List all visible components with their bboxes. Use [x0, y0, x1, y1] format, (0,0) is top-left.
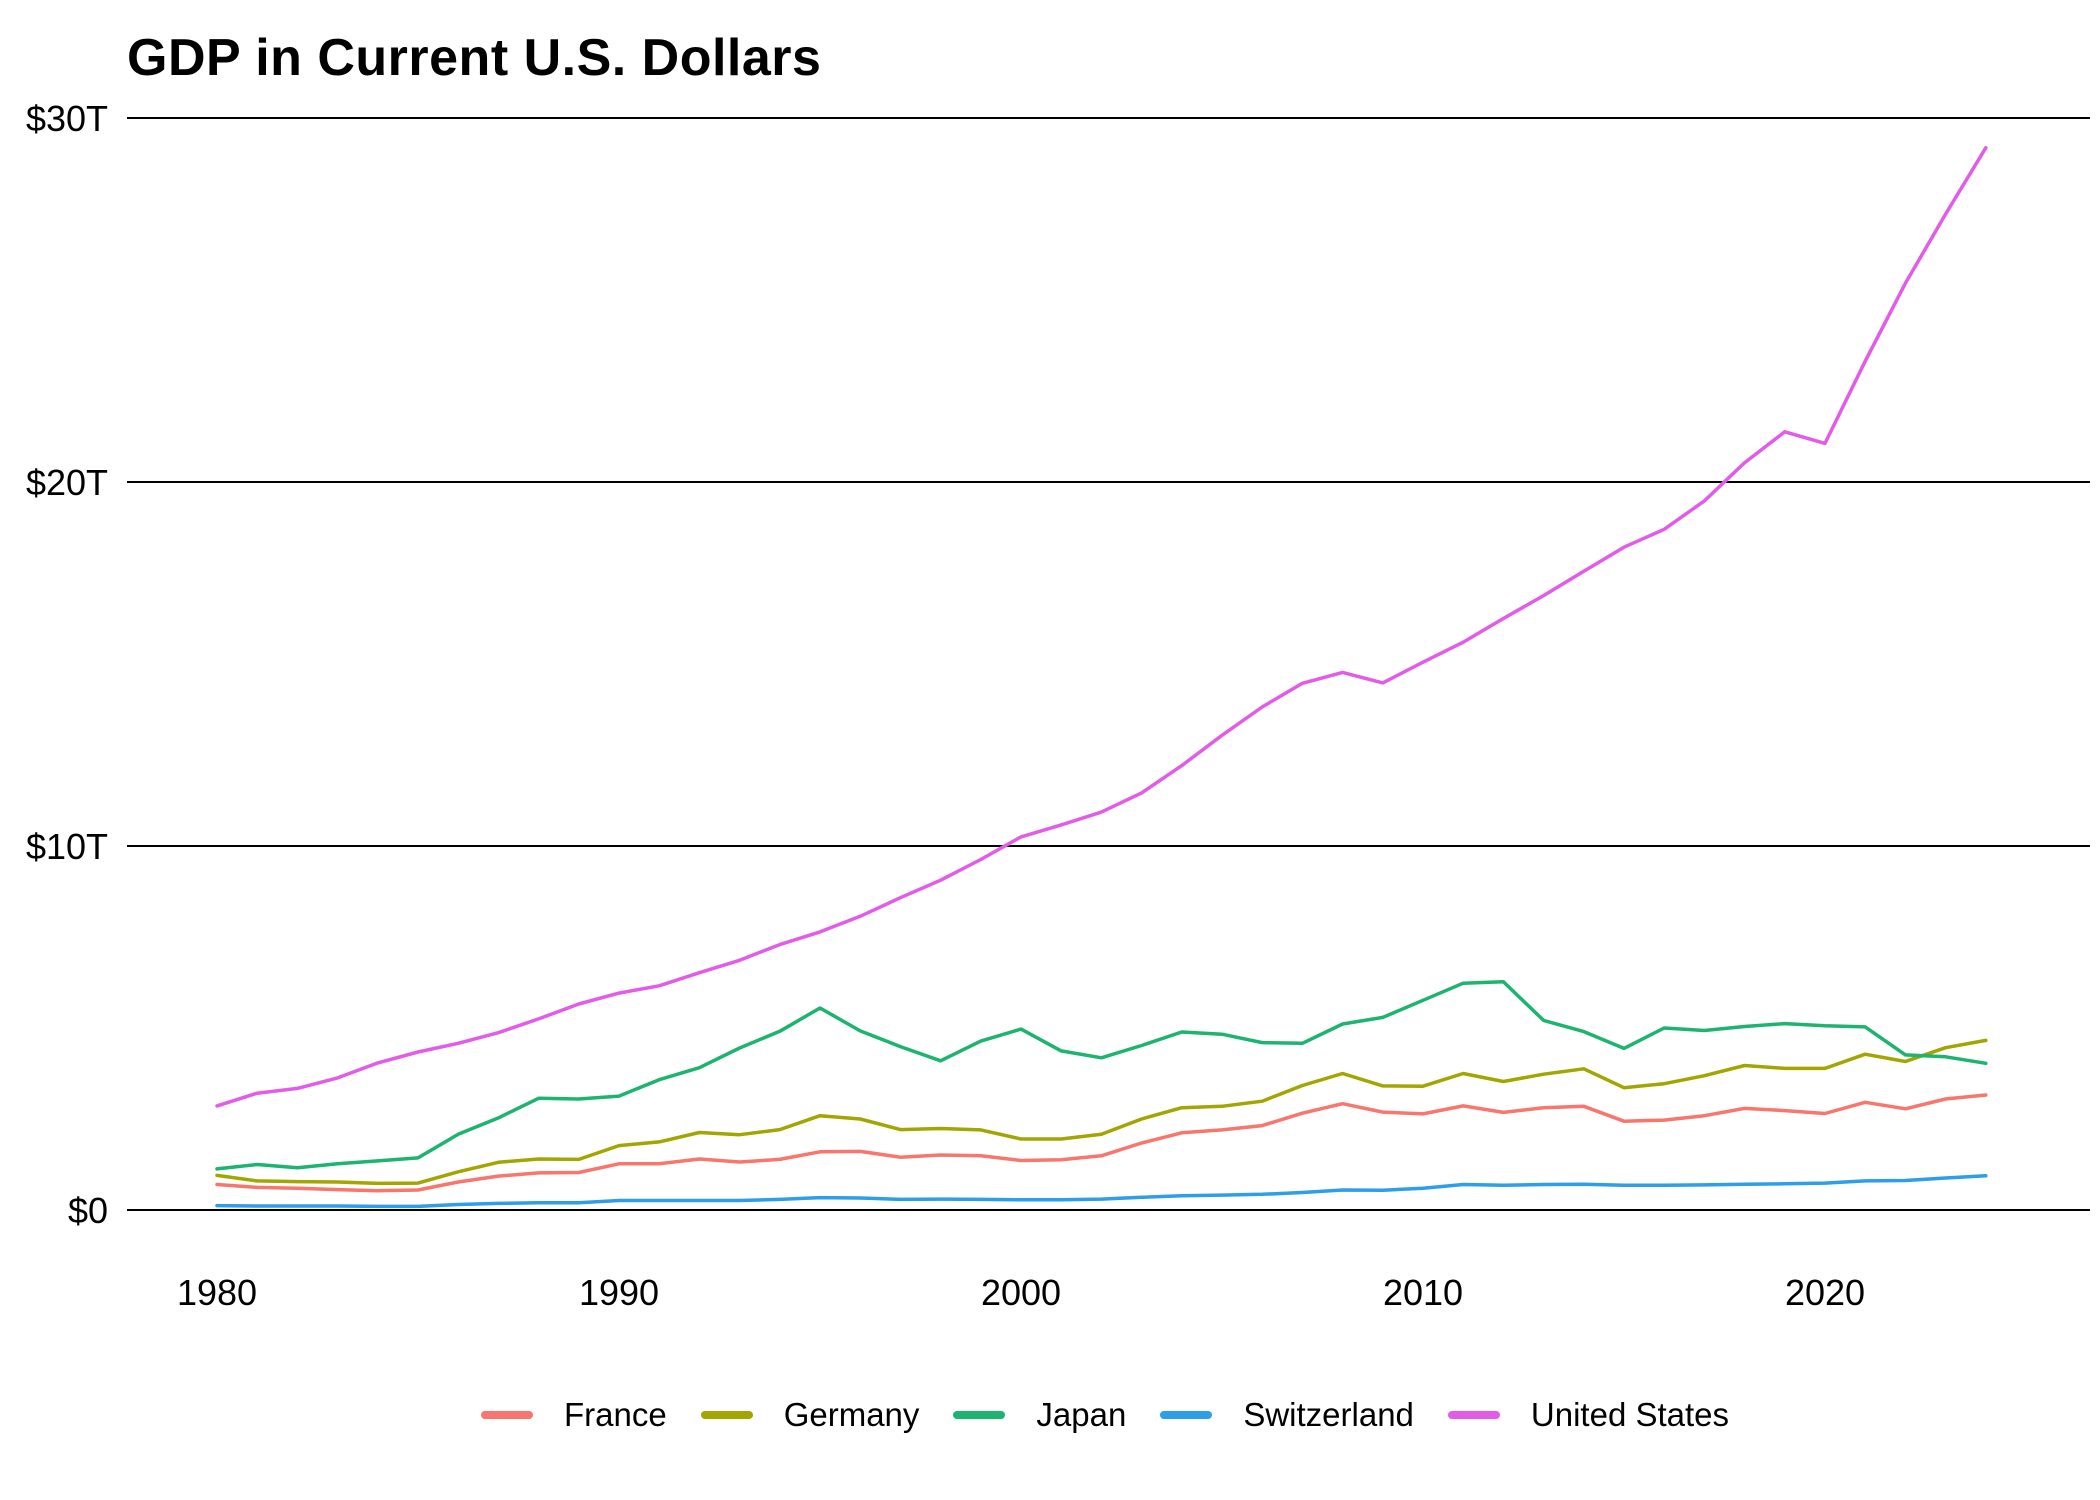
- legend-swatch-united-states: [1447, 1411, 1500, 1419]
- x-tick-label-2010: 2010: [1383, 1272, 1463, 1313]
- y-tick-label-20: $20T: [26, 462, 108, 503]
- y-tick-label-0: $0: [68, 1190, 108, 1231]
- x-tick-label-2000: 2000: [981, 1272, 1061, 1313]
- legend-label-japan: Japan: [1036, 1396, 1127, 1433]
- legend: France Germany Japan Switzerland United …: [0, 1396, 2100, 1434]
- series-line-germany: [215, 1038, 1988, 1186]
- x-tick-label-2020: 2020: [1785, 1272, 1865, 1313]
- chart-title: GDP in Current U.S. Dollars: [127, 29, 822, 87]
- legend-item-germany: Germany: [700, 1396, 920, 1434]
- legend-label-united-states: United States: [1530, 1396, 1730, 1433]
- y-tick-label-10: $10T: [26, 826, 108, 867]
- series-line-united-states: [215, 146, 1988, 1108]
- legend-swatch-switzerland: [1160, 1411, 1213, 1419]
- legend-item-france: France: [480, 1396, 667, 1434]
- y-tick-label-30: $30T: [26, 98, 108, 139]
- legend-label-france: France: [563, 1396, 667, 1433]
- series-line-switzerland: [215, 1174, 1988, 1209]
- legend-item-switzerland: Switzerland: [1160, 1396, 1414, 1434]
- x-tick-label-1980: 1980: [177, 1272, 257, 1313]
- legend-swatch-germany: [700, 1411, 753, 1419]
- legend-label-switzerland: Switzerland: [1243, 1396, 1414, 1433]
- legend-swatch-france: [480, 1411, 533, 1419]
- series-line-japan: [215, 980, 1988, 1171]
- legend-item-united-states: United States: [1447, 1396, 1730, 1434]
- series-line-france: [215, 1093, 1988, 1193]
- legend-label-germany: Germany: [783, 1396, 920, 1433]
- legend-swatch-japan: [953, 1411, 1006, 1419]
- legend-item-japan: Japan: [953, 1396, 1126, 1434]
- x-tick-label-1990: 1990: [579, 1272, 659, 1313]
